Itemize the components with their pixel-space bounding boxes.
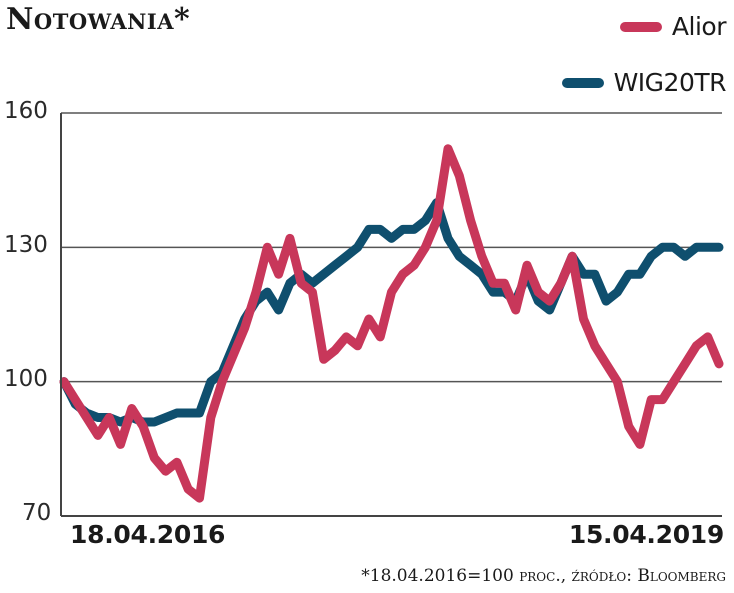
legend-label-alior: Alior xyxy=(671,12,727,41)
x-label-end: 15.04.2019 xyxy=(568,520,724,549)
series-lines xyxy=(59,144,724,503)
legend-swatch-wig20tr xyxy=(561,77,604,88)
series-line-alior xyxy=(59,144,724,503)
legend-label-wig20tr: WIG20TR xyxy=(613,68,727,97)
legend-item-alior: Alior xyxy=(619,12,727,41)
legend-swatch-alior xyxy=(619,21,662,32)
y-tick-70: 70 xyxy=(22,500,52,526)
series-line-wig20tr xyxy=(59,198,724,427)
x-label-start: 18.04.2016 xyxy=(70,520,226,549)
y-tick-100: 100 xyxy=(4,366,48,392)
y-tick-160: 160 xyxy=(4,98,48,124)
y-tick-130: 130 xyxy=(4,232,48,258)
footnote: *18.04.2016=100 proc., źródło: Bloomberg xyxy=(361,566,726,586)
chart-title: Notowania* xyxy=(6,2,191,37)
gridlines xyxy=(61,112,722,383)
legend-item-wig20tr: WIG20TR xyxy=(561,68,727,97)
